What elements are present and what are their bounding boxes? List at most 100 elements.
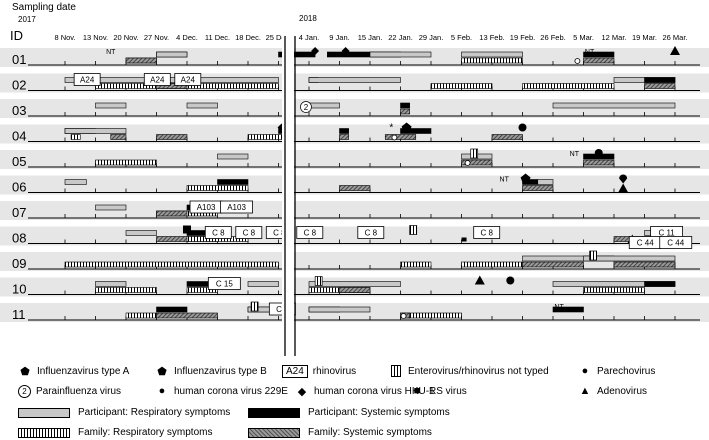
row-band	[0, 201, 709, 220]
symptom-bar-pr	[308, 77, 401, 83]
symptom-bar-fr	[186, 185, 249, 191]
marker-type-label: A103	[227, 203, 246, 212]
legend-label: human corona virus 229E	[174, 385, 288, 397]
symptom-bar-fr	[400, 261, 432, 268]
marker-type-label: A24	[181, 76, 196, 85]
symptom-bar-pr	[186, 102, 218, 109]
legend-item: A24 rhinovirus	[282, 365, 356, 378]
legend-item: 2 Parainfluenza virus	[18, 385, 121, 398]
legend-swatch-ps	[248, 407, 300, 418]
symptom-bar-fr	[461, 57, 523, 64]
row-band	[0, 150, 709, 169]
legend-label: Influenzavirus type B	[174, 366, 267, 377]
symptom-bar-pr	[461, 51, 523, 58]
symptom-bar-fs	[156, 312, 218, 319]
marker-type-box	[207, 277, 241, 290]
row-id: 07	[12, 205, 26, 220]
legend-swatch-fs	[248, 427, 300, 438]
symptom-bar-fs	[583, 57, 615, 64]
row-id: 10	[12, 282, 26, 297]
symptom-bar-fs	[491, 134, 523, 140]
marker-type-box	[235, 226, 263, 239]
legend-label: Family: Respiratory symptoms	[78, 427, 213, 438]
symptom-bar-fs	[156, 210, 188, 217]
marker-enterovirus	[250, 301, 259, 312]
legend-item: Family: Respiratory symptoms	[18, 427, 212, 438]
marker-type-label: C 8	[273, 229, 286, 238]
row-band	[0, 277, 709, 297]
symptom-bar-pr	[64, 179, 87, 185]
date-tick-label: 29 Jan.	[419, 33, 444, 42]
marker-type-box	[73, 73, 101, 86]
id-column-header: ID	[10, 28, 23, 43]
row-id: 06	[12, 180, 26, 195]
legend-label: Influenzavirus type A	[37, 366, 130, 377]
marker-type-label: A24	[80, 76, 95, 85]
row-band	[0, 124, 709, 144]
row-id: 08	[12, 231, 26, 246]
symptom-bar-fs	[461, 159, 493, 166]
marker-hollow-circle	[574, 58, 581, 64]
marker-enterovirus	[470, 148, 479, 159]
legend-item: Enterovirus/rhinovirus not typed	[388, 365, 549, 377]
year-label-2017: 2017	[18, 15, 36, 24]
legend-label: RS virus	[429, 385, 467, 397]
symptom-bar-pr	[95, 204, 127, 211]
date-tick-label: 5 Feb.	[451, 33, 472, 42]
enterovirus-icon	[391, 365, 401, 377]
row-id: 01	[12, 52, 26, 67]
legend-label: Participant: Systemic symptoms	[308, 407, 450, 418]
marker-type-label: C 44	[667, 239, 684, 248]
symptom-bar-ps	[552, 306, 584, 313]
parechovirus-icon: ●	[581, 365, 589, 377]
row-content: NT NT A24 A24 A24 2 * NT NT A103 A103 C 8 C 8 C 8 C 8 C…	[28, 46, 700, 321]
row-band	[0, 252, 709, 271]
legend-item: Family: Systemic symptoms	[248, 427, 432, 438]
symptom-bar-fs	[156, 83, 188, 89]
marker-pentagon	[401, 122, 412, 132]
axis-break-gap	[282, 36, 294, 358]
legend-label: Family: Systemic symptoms	[308, 427, 432, 438]
marker-type-label: A24	[150, 76, 165, 85]
symptom-bar-fr	[430, 83, 493, 89]
marker-circle	[518, 123, 527, 132]
marker-triangle	[618, 183, 629, 193]
date-tick-label: 4 Dec.	[176, 33, 198, 42]
year-label-2018: 2018	[299, 14, 317, 23]
marker-triangle	[670, 46, 680, 55]
symptom-bar-fr	[247, 134, 285, 140]
symptom-bar-fr	[522, 83, 615, 89]
date-tick-label: 19 Feb.	[510, 33, 535, 42]
marker-parainfluenza	[300, 101, 312, 113]
legend-item: Participant: Systemic symptoms	[248, 407, 450, 418]
chart-title: Sampling date	[12, 2, 76, 13]
date-tick-label: 22 Jan.	[388, 33, 413, 42]
symptom-bar-fr	[125, 312, 157, 319]
date-tick-label: 19 Mar.	[632, 33, 657, 42]
marker-type-box	[473, 226, 501, 239]
symptom-bar-pr	[125, 230, 157, 236]
symptom-bar-pr	[64, 77, 279, 83]
marker-enterovirus	[589, 250, 598, 261]
legend-item: ● Parechovirus	[578, 365, 656, 377]
symptom-bar-ps	[400, 128, 432, 134]
marker-circle	[506, 276, 515, 285]
symptom-bar-fs	[522, 185, 554, 191]
marker-hollow-circle	[464, 160, 471, 166]
symptom-bar-fr	[186, 287, 218, 293]
marker-enterovirus	[409, 225, 418, 235]
row-id: 11	[12, 307, 26, 322]
symptom-bar-fr	[70, 134, 81, 140]
symptom-bar-ps	[339, 128, 349, 134]
marker-type-label: C 15	[216, 280, 233, 289]
symptom-bar-fr	[64, 261, 279, 268]
marker-hollow-circle	[391, 134, 398, 141]
legend-item: ⬟ Influenzavirus type B	[155, 365, 267, 378]
symptom-bar-pr	[583, 255, 676, 262]
symptom-bar-pr	[95, 281, 127, 287]
symptom-bar-ps	[217, 179, 249, 185]
marker-pentagon	[520, 173, 531, 183]
marker-not-typed: NT	[106, 49, 116, 56]
square-icon: ■	[413, 385, 421, 397]
row-id: 04	[12, 129, 26, 144]
